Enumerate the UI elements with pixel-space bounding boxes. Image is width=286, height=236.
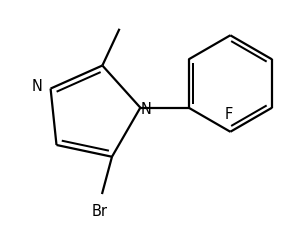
Text: Br: Br (92, 204, 108, 219)
Text: N: N (32, 79, 43, 94)
Text: F: F (224, 107, 233, 122)
Text: N: N (140, 102, 151, 117)
